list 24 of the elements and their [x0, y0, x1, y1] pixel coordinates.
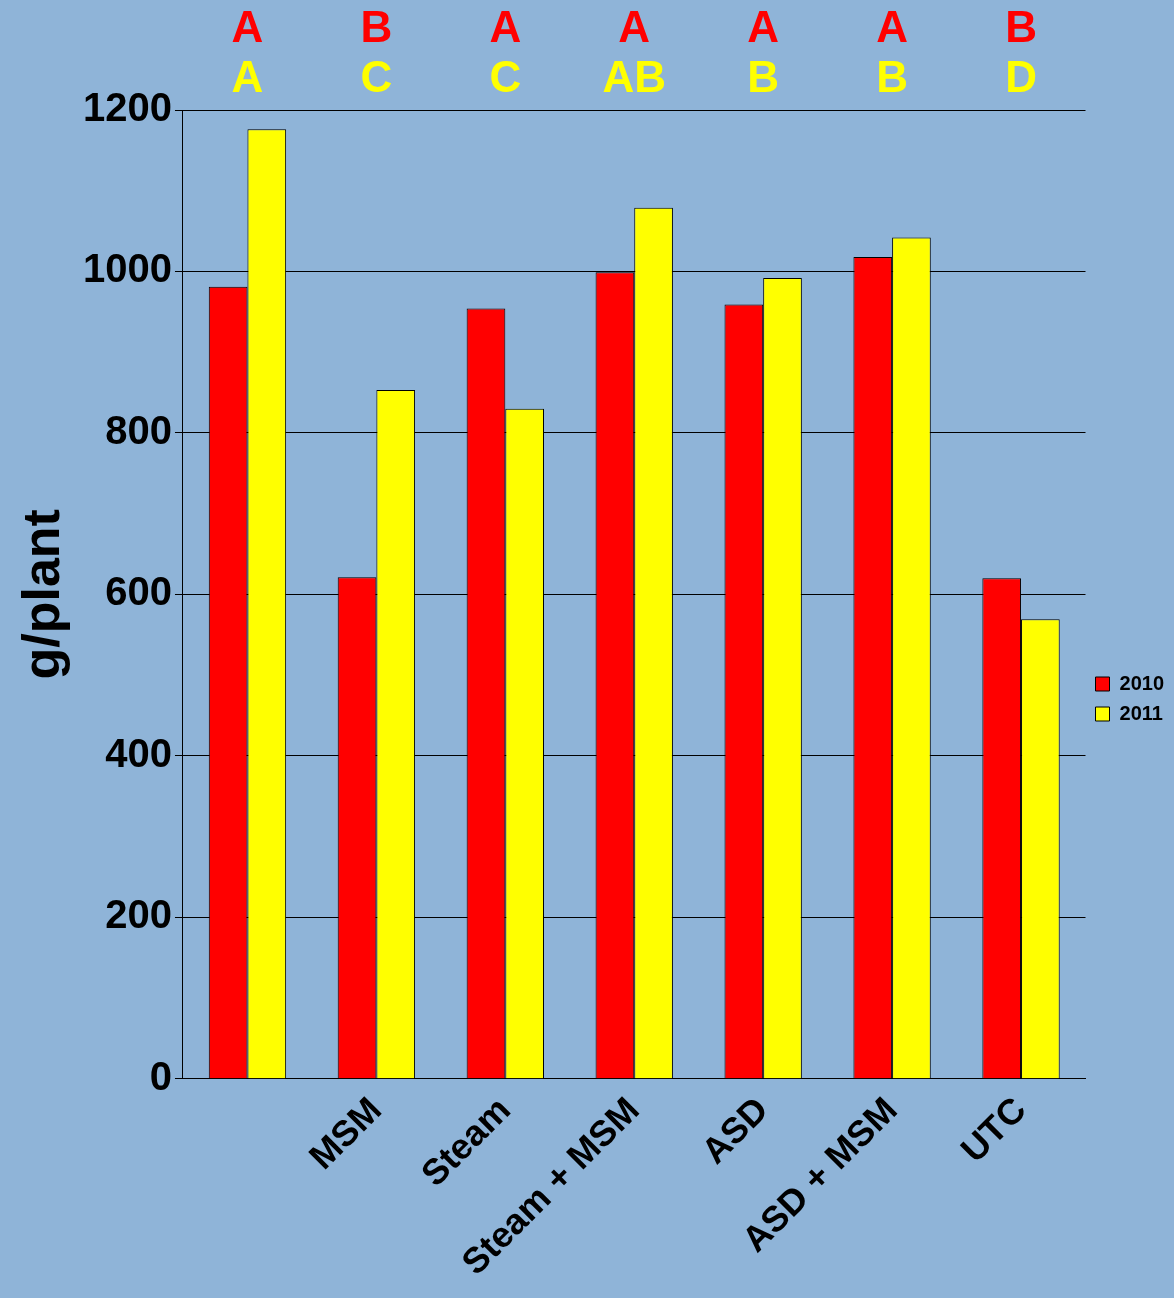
text: A — [747, 2, 780, 52]
text: B — [876, 52, 908, 102]
y-tick-label: 400 — [105, 730, 172, 775]
text: C — [360, 52, 393, 102]
y-tick-label: 800 — [105, 407, 172, 452]
text: A — [489, 2, 522, 52]
text: B — [1005, 2, 1037, 52]
y-tick-label: 600 — [105, 569, 172, 614]
y-tick-label: 200 — [105, 892, 172, 937]
text: A — [231, 52, 264, 102]
text: AB — [602, 52, 667, 102]
text: B — [360, 2, 393, 52]
text: A — [876, 2, 908, 52]
text: D — [1005, 52, 1037, 102]
legend-label: 2010 — [1119, 671, 1165, 694]
legend-label: 2011 — [1119, 701, 1163, 724]
text: C — [489, 52, 522, 102]
y-tick-label: 1000 — [83, 246, 172, 291]
y-axis-title: g/plant — [12, 509, 71, 680]
text: A — [231, 2, 264, 52]
text: B — [747, 52, 780, 102]
y-tick-label: 0 — [149, 1053, 172, 1098]
y-tick-label: 1200 — [83, 85, 172, 130]
text: A — [618, 2, 651, 52]
